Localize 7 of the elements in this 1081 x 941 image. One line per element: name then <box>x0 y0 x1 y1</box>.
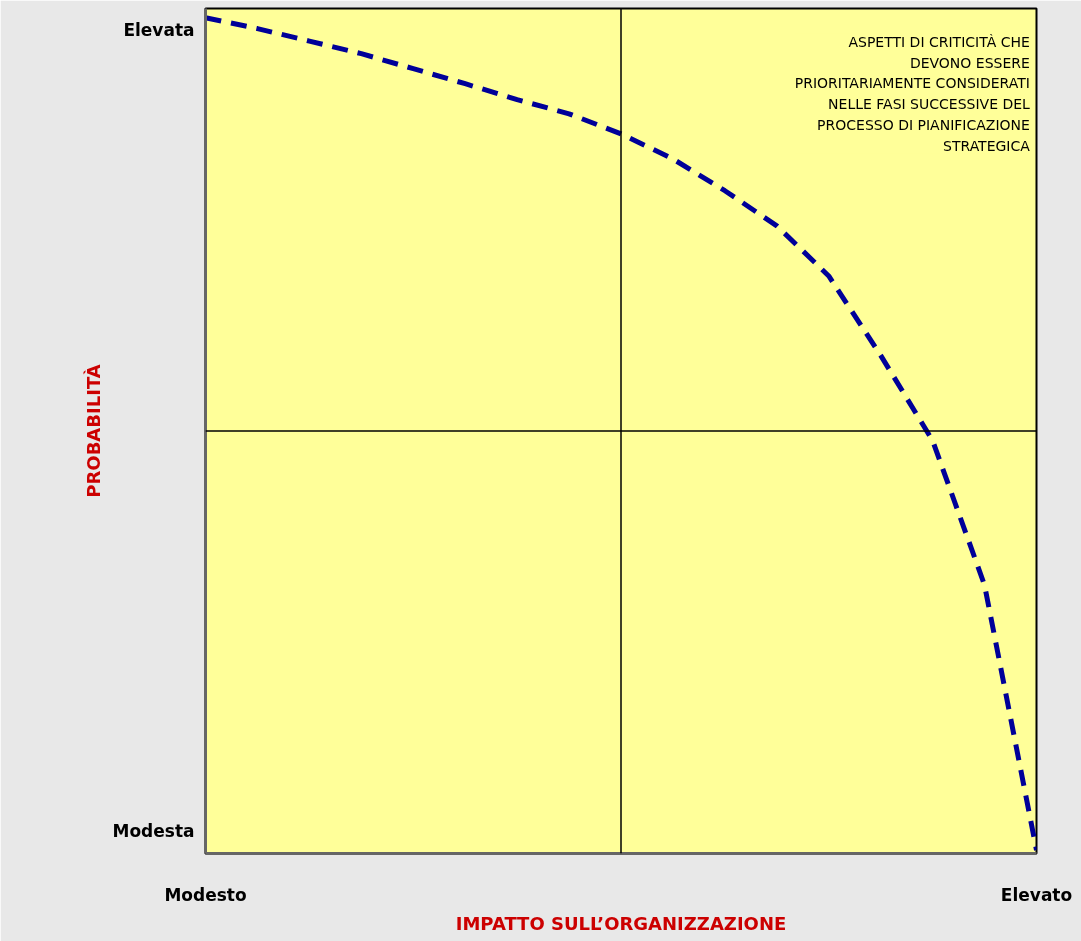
x-tick-label: Modesto <box>164 884 247 905</box>
text: Modesta <box>112 820 195 841</box>
y-axis-title: PROBABILITÀ <box>83 364 105 498</box>
text: Elevata <box>123 20 195 41</box>
x-axis-title: IMPATTO SULL’ORGANIZZAZIONE <box>455 912 787 934</box>
annotation: ASPETTI DI CRITICITÀ CHE DEVONO ESSERE PRIORITARIAMENTE CONSIDERATI NELLE FASI SUCCESSIVE DEL PROCESSO DI PIANIFICAZIONE STRATEGICA <box>794 33 1031 154</box>
x-tick-label: Elevato <box>1000 884 1073 905</box>
